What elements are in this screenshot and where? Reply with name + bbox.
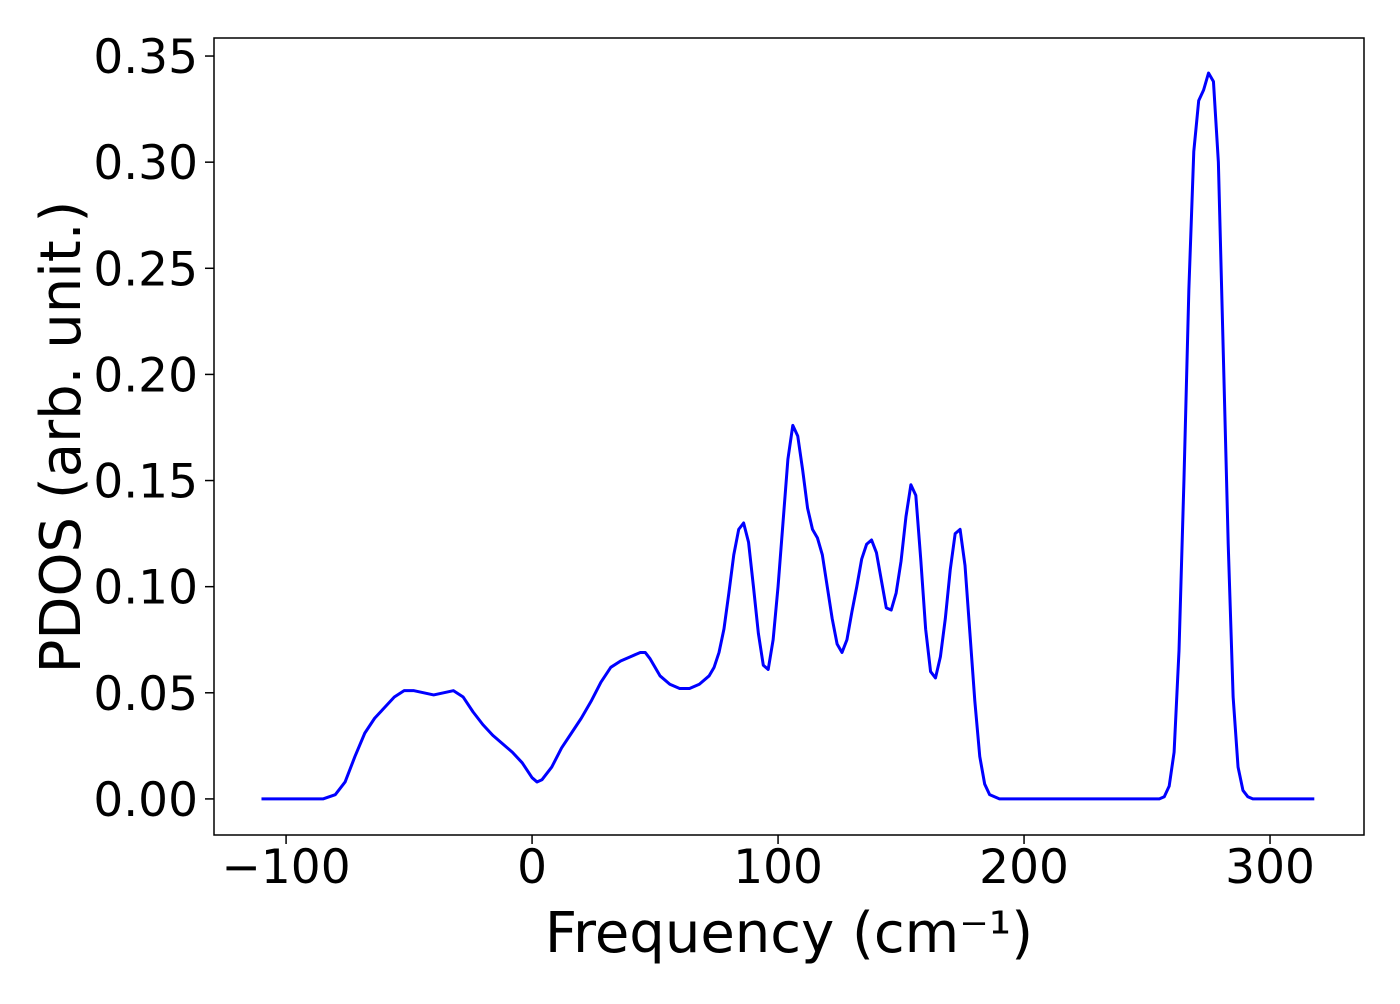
y-tick-label: 0.05 — [93, 667, 198, 722]
y-tick-label: 0.20 — [93, 348, 198, 403]
y-tick-label: 0.30 — [93, 136, 198, 191]
x-axis-label: Frequency (cm⁻¹) — [545, 901, 1033, 966]
x-tick-label: 0 — [517, 840, 547, 895]
y-axis-label: PDOS (arb. unit.) — [29, 201, 94, 674]
y-tick-label: 0.15 — [93, 455, 198, 510]
y-tick-label: 0.10 — [93, 561, 198, 616]
x-tick-label: 300 — [1225, 840, 1315, 895]
plot-frame — [213, 37, 1365, 836]
data-line — [261, 71, 1315, 801]
y-tick-label: 0.35 — [93, 30, 198, 85]
y-tick-label: 0.25 — [93, 242, 198, 297]
x-tick-label: 100 — [733, 840, 823, 895]
y-tick-label: 0.00 — [93, 773, 198, 828]
x-tick-label: 200 — [979, 840, 1069, 895]
x-tick-label: −100 — [222, 840, 351, 895]
